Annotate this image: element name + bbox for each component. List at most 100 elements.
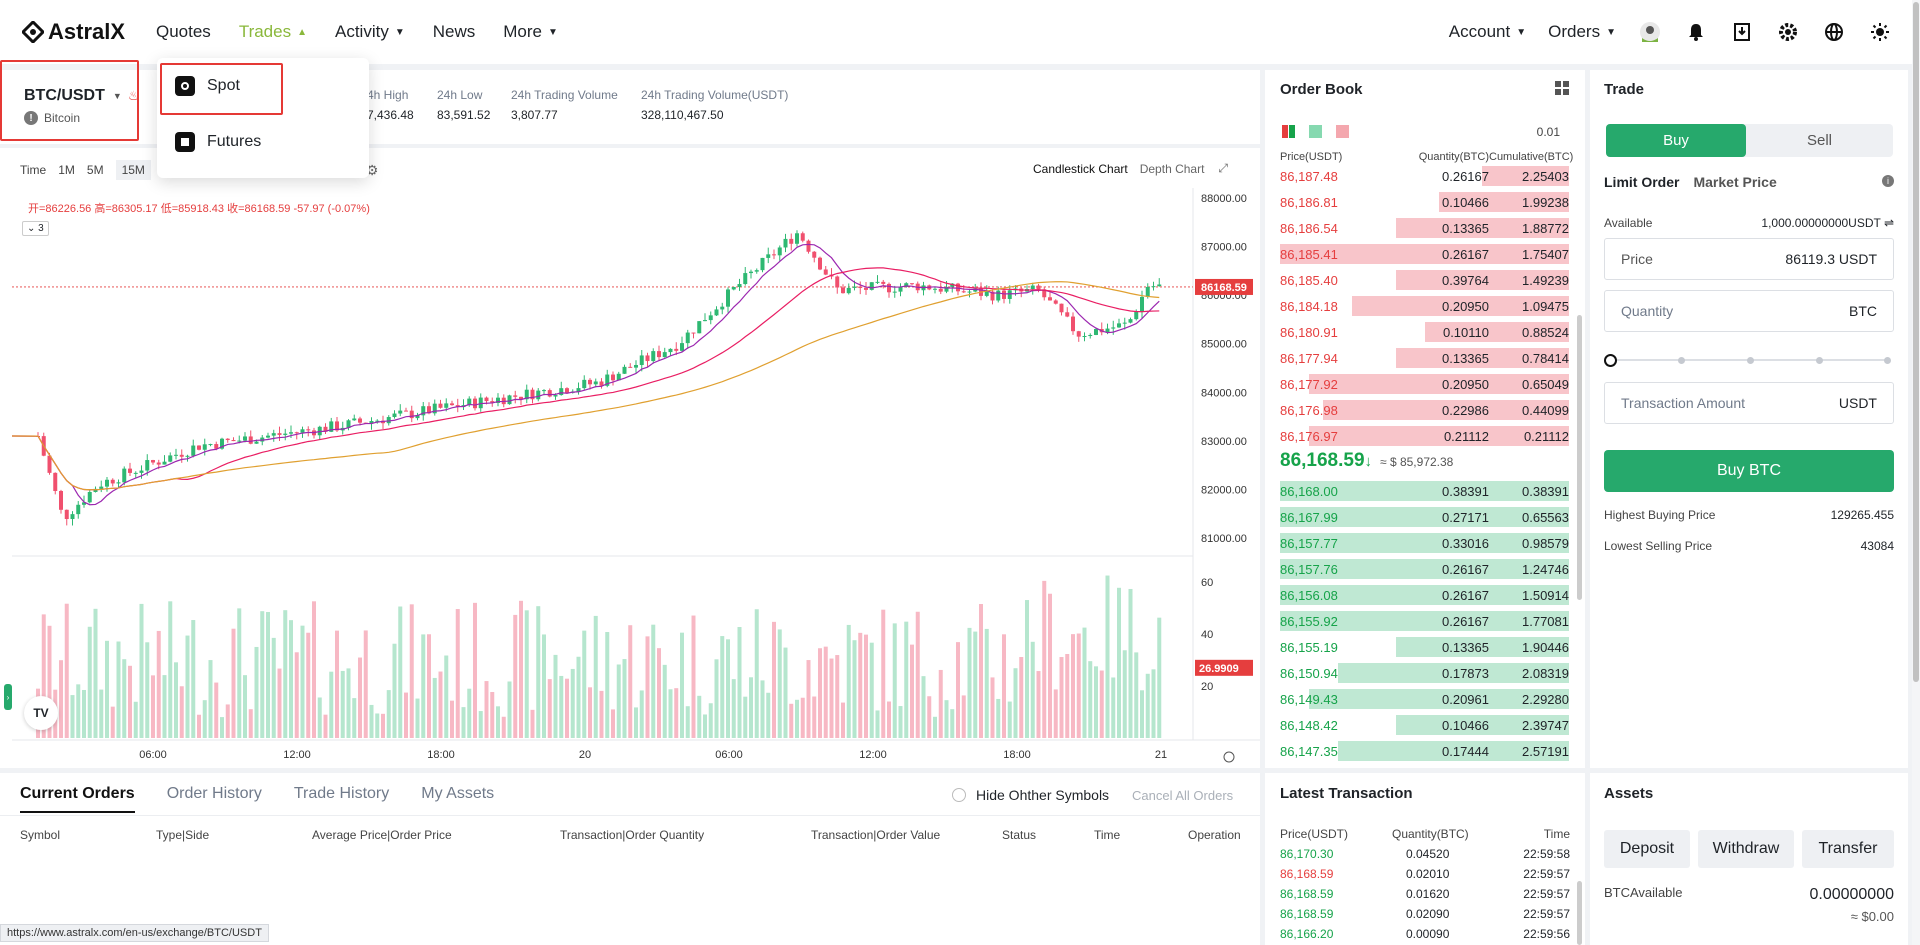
- assets-title: Assets: [1604, 785, 1654, 802]
- nav-news[interactable]: News: [433, 22, 476, 42]
- view-bids-icon[interactable]: [1309, 125, 1322, 138]
- price-field[interactable]: Price 86119.3 USDT: [1604, 238, 1894, 280]
- fullscreen-icon[interactable]: ⤢: [1218, 161, 1229, 175]
- order-book-row[interactable]: 86,177.94 0.13365 0.78414: [1280, 345, 1569, 371]
- ob-scrollbar[interactable]: [1577, 315, 1582, 600]
- candle-body: [950, 283, 955, 287]
- deposit-button[interactable]: Deposit: [1604, 830, 1690, 868]
- tab-order-history[interactable]: Order History: [166, 785, 262, 802]
- view-depth[interactable]: Depth Chart: [1139, 161, 1205, 176]
- avatar[interactable]: [1638, 20, 1662, 44]
- view-asks-icon[interactable]: [1336, 125, 1349, 138]
- transaction-amount-field[interactable]: Transaction Amount USDT: [1604, 382, 1894, 424]
- order-book-row[interactable]: 86,147.35 0.17444 2.57191: [1280, 738, 1569, 764]
- view-both-icon[interactable]: [1282, 125, 1295, 138]
- download-icon[interactable]: [1730, 20, 1754, 44]
- order-book-row[interactable]: 86,155.19 0.13365 1.90446: [1280, 634, 1569, 660]
- candle-body: [996, 290, 1001, 301]
- order-book-row[interactable]: 86,187.48 0.26167 2.25403: [1280, 163, 1569, 189]
- view-candlestick[interactable]: Candlestick Chart: [1033, 161, 1128, 176]
- page-scrollbar[interactable]: [1912, 0, 1920, 945]
- buy-tab[interactable]: Buy: [1606, 124, 1746, 157]
- volume-bar: [1099, 670, 1104, 738]
- candle-body: [1025, 289, 1029, 292]
- bell-icon[interactable]: [1684, 20, 1708, 44]
- interval-5m[interactable]: 5M: [86, 163, 104, 177]
- info-icon[interactable]: i: [1882, 175, 1894, 187]
- order-book-row[interactable]: 86,185.40 0.39764 1.49239: [1280, 267, 1569, 293]
- tab-current-orders[interactable]: Current Orders: [20, 785, 135, 813]
- volume-bar: [404, 692, 408, 738]
- sell-tab[interactable]: Sell: [1746, 124, 1893, 157]
- candlestick-chart[interactable]: 88000.00 87000.00 86000.00 85000.00 84000.00…: [0, 148, 1260, 768]
- candle-body: [662, 352, 667, 358]
- nav-account[interactable]: Account ▼: [1449, 22, 1526, 42]
- precision-select[interactable]: 0.01: [1536, 125, 1560, 139]
- dropdown-spot[interactable]: Spot: [175, 76, 240, 96]
- chart-collapse-handle[interactable]: ›: [4, 684, 12, 710]
- order-book-row[interactable]: 86,176.98 0.22986 0.44099: [1280, 397, 1569, 423]
- volume-bar: [444, 655, 449, 738]
- order-book-row[interactable]: 86,149.43 0.20961 2.29280: [1280, 686, 1569, 712]
- hide-checkbox[interactable]: [952, 788, 966, 802]
- order-book-row[interactable]: 86,156.08 0.26167 1.50914: [1280, 582, 1569, 608]
- order-book-row[interactable]: 86,157.77 0.33016 0.98579: [1280, 530, 1569, 556]
- order-book-row[interactable]: 86,150.94 0.17873 2.08319: [1280, 660, 1569, 686]
- gear-icon[interactable]: [1776, 20, 1800, 44]
- volume-bar: [243, 675, 247, 738]
- order-book-row[interactable]: 86,180.91 0.10110 0.88524: [1280, 319, 1569, 345]
- order-book-row[interactable]: 86,148.42 0.10466 2.39747: [1280, 712, 1569, 738]
- order-book-row[interactable]: 86,176.97 0.21112 0.21112: [1280, 423, 1569, 449]
- quantity-field[interactable]: Quantity BTC: [1604, 290, 1894, 332]
- logo[interactable]: AstralX: [22, 19, 125, 45]
- transfer-icon[interactable]: ⇌: [1880, 216, 1894, 230]
- amount-slider[interactable]: [1604, 354, 1894, 367]
- chart-settings-icon[interactable]: ⚙: [365, 161, 379, 178]
- order-book-row[interactable]: 86,167.99 0.27171 0.65563: [1280, 504, 1569, 530]
- order-book-row[interactable]: 86,168.00 0.38391 0.38391: [1280, 478, 1569, 504]
- tab-my-assets[interactable]: My Assets: [421, 785, 495, 802]
- interval-time[interactable]: Time: [20, 163, 47, 177]
- tab-trade-history[interactable]: Trade History: [293, 785, 390, 802]
- lt-scrollbar[interactable]: [1577, 881, 1582, 945]
- theme-icon[interactable]: [1868, 20, 1892, 44]
- dropdown-futures[interactable]: Futures: [175, 132, 261, 152]
- symbol-selector[interactable]: BTC/USDT ▼ ♨: [24, 87, 139, 105]
- order-book-row[interactable]: 86,185.41 0.26167 1.75407: [1280, 241, 1569, 267]
- order-book-row[interactable]: 86,177.92 0.20950 0.65049: [1280, 371, 1569, 397]
- tab-market-price[interactable]: Market Price: [1693, 174, 1777, 190]
- slider-knob[interactable]: [1604, 354, 1617, 367]
- interval-1m[interactable]: 1M: [58, 163, 75, 177]
- interval-15m[interactable]: 15M: [115, 160, 151, 180]
- nav-activity[interactable]: Activity ▼: [335, 22, 405, 42]
- order-book-row[interactable]: 86,157.76 0.26167 1.24746: [1280, 556, 1569, 582]
- order-book-row[interactable]: 86,186.54 0.13365 1.88772: [1280, 215, 1569, 241]
- nav-more[interactable]: More ▼: [503, 22, 558, 42]
- volume-bar: [858, 632, 863, 738]
- nav-quotes[interactable]: Quotes: [156, 22, 211, 42]
- candle-body: [260, 437, 265, 442]
- candle-body: [530, 389, 535, 400]
- tab-limit-order[interactable]: Limit Order: [1604, 174, 1680, 190]
- order-book-row[interactable]: 86,184.18 0.20950 1.09475: [1280, 293, 1569, 319]
- volume-bar: [421, 634, 426, 738]
- candle-body: [553, 395, 558, 397]
- stat-label: 24h Trading Volume(USDT): [641, 88, 789, 102]
- hide-other-symbols[interactable]: Hide Ohther Symbols: [952, 787, 1109, 803]
- grid-icon[interactable]: [1555, 81, 1569, 95]
- chevron-down-icon: ▼: [112, 91, 122, 101]
- withdraw-button[interactable]: Withdraw: [1698, 830, 1794, 868]
- order-book-row[interactable]: 86,155.92 0.26167 1.77081: [1280, 608, 1569, 634]
- lt-qty: 0.02090: [1406, 907, 1450, 921]
- cancel-all-button[interactable]: Cancel All Orders: [1132, 788, 1234, 803]
- bids-list: 86,168.00 0.38391 0.38391 86,167.99 0.27171 0…: [1280, 478, 1569, 768]
- buy-btc-button[interactable]: Buy BTC: [1604, 450, 1894, 492]
- nav-trades[interactable]: Trades ▲: [239, 22, 307, 42]
- globe-icon[interactable]: [1822, 20, 1846, 44]
- ma-toggle[interactable]: ⌄ 3: [22, 221, 49, 236]
- volume-bar: [82, 689, 86, 738]
- tradingview-logo[interactable]: TV: [24, 696, 58, 730]
- order-book-row[interactable]: 86,186.81 0.10466 1.99238: [1280, 189, 1569, 215]
- nav-orders[interactable]: Orders ▼: [1548, 22, 1616, 42]
- transfer-button[interactable]: Transfer: [1802, 830, 1894, 868]
